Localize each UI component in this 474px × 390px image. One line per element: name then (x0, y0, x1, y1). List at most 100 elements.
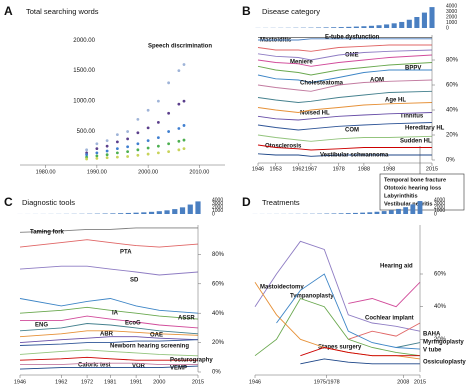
panel-letter: D (242, 195, 251, 209)
scatter-point (115, 133, 119, 136)
x-tick-label: 1975/1978 (314, 379, 340, 385)
y-tick-label: 80% (446, 58, 459, 64)
scatter-point (146, 152, 150, 156)
panel-title: Treatments (262, 198, 300, 207)
scatter-point (105, 156, 109, 160)
series-line (19, 356, 198, 361)
series-label: Taming fork (30, 230, 65, 236)
x-tick-label: 2015 (414, 379, 426, 385)
bar-tick-label: 2000 (446, 14, 457, 20)
x-tick-label: 2008 (397, 379, 409, 385)
scatter-point (167, 81, 171, 85)
top-bar (331, 213, 337, 214)
scatter-point (126, 145, 130, 149)
series-line (257, 44, 432, 52)
note-text: Temporal bone fracture (384, 177, 446, 183)
bar-tick-label: 3000 (212, 201, 223, 207)
top-bar (323, 27, 329, 28)
series-line (19, 306, 199, 320)
series-line (19, 365, 199, 370)
top-bar (360, 212, 366, 214)
bar-tick-label: 4000 (212, 197, 223, 203)
top-bar (391, 23, 397, 28)
scatter-point (105, 139, 109, 143)
top-bar (396, 208, 401, 214)
series-line (396, 342, 421, 348)
scatter-point (177, 148, 181, 152)
series-line (257, 49, 433, 61)
series-label: OME (345, 53, 359, 59)
x-tick-label: 1991 (130, 379, 142, 385)
scatter-point (167, 142, 171, 146)
scatter-point (85, 153, 89, 157)
bar-tick-label: 4000 (446, 3, 457, 9)
note-text: Vestibular neuritis (384, 201, 433, 207)
series-line (19, 323, 199, 335)
y-tick-label: 20% (446, 133, 459, 139)
scatter-point (115, 147, 119, 151)
scatter-point (105, 153, 109, 157)
series-label: Tympanoplasty (290, 294, 334, 300)
top-bar (384, 24, 390, 28)
top-bar (381, 211, 387, 214)
y-tick-label: 60% (212, 281, 225, 287)
bar-tick-label: 2000 (434, 204, 445, 210)
x-tick-label: 1998 (383, 166, 395, 172)
series-label: Stapes surgery (318, 345, 362, 351)
series-line (257, 69, 432, 83)
series-line (300, 358, 420, 365)
bar-tick-label: 2000 (212, 204, 223, 210)
scatter-point (95, 142, 99, 146)
top-bar (429, 7, 435, 28)
panel-title: Diagnostic tools (22, 198, 75, 207)
series-line (348, 322, 421, 340)
y-tick-label: 1000.00 (73, 99, 95, 105)
y-tick-label: 1500.00 (73, 68, 95, 74)
top-bar (346, 26, 352, 28)
bar-tick-label: 1000 (434, 208, 445, 214)
x-tick-label: 2015 (426, 166, 438, 172)
y-tick-label: 2000.00 (73, 38, 95, 44)
note-text: Ototoxic hearing loss (384, 185, 441, 191)
series-label: Posturography (170, 358, 213, 364)
series-line (19, 265, 199, 276)
x-tick-label: 1978 (333, 166, 345, 172)
bar-tick-label: 0 (434, 211, 437, 217)
top-bar (376, 25, 382, 28)
series-label: BAHA (423, 332, 441, 338)
bar-tick-label: 4000 (434, 197, 445, 203)
series-label: SD (130, 278, 139, 284)
series-line (19, 298, 199, 314)
top-bar (353, 26, 359, 28)
top-bar (368, 25, 375, 28)
series-label: EcoG (125, 321, 141, 327)
series-label: ENG (35, 323, 48, 329)
series-line (19, 239, 199, 248)
top-bar (414, 17, 420, 28)
bar-tick-label: 0 (446, 25, 449, 31)
x-tick-label: 1946 (14, 379, 26, 385)
y-tick-label: 500.00 (77, 129, 96, 135)
panel-letter: C (4, 195, 13, 209)
series-line (257, 122, 433, 131)
series-line (257, 144, 432, 151)
top-bar (367, 212, 373, 214)
series-label: VEMP (170, 366, 187, 372)
series-line (276, 273, 421, 350)
y-tick-label: 40% (212, 311, 225, 317)
scatter-point (136, 153, 140, 157)
scatter-point (182, 124, 186, 127)
series-line (19, 336, 199, 344)
top-bar (164, 210, 170, 214)
scatter-point (156, 121, 160, 124)
x-tick-label: 2010.00 (189, 169, 209, 175)
series-line (257, 62, 433, 76)
series-label: Newborn hearing screening (110, 344, 189, 350)
series-line (19, 330, 199, 338)
scatter-point (156, 99, 160, 103)
top-bar (195, 201, 201, 214)
series-line (19, 227, 198, 233)
x-tick-label: 1962 (292, 166, 304, 172)
y-tick-label: 0% (446, 158, 455, 164)
series-line (257, 102, 433, 113)
